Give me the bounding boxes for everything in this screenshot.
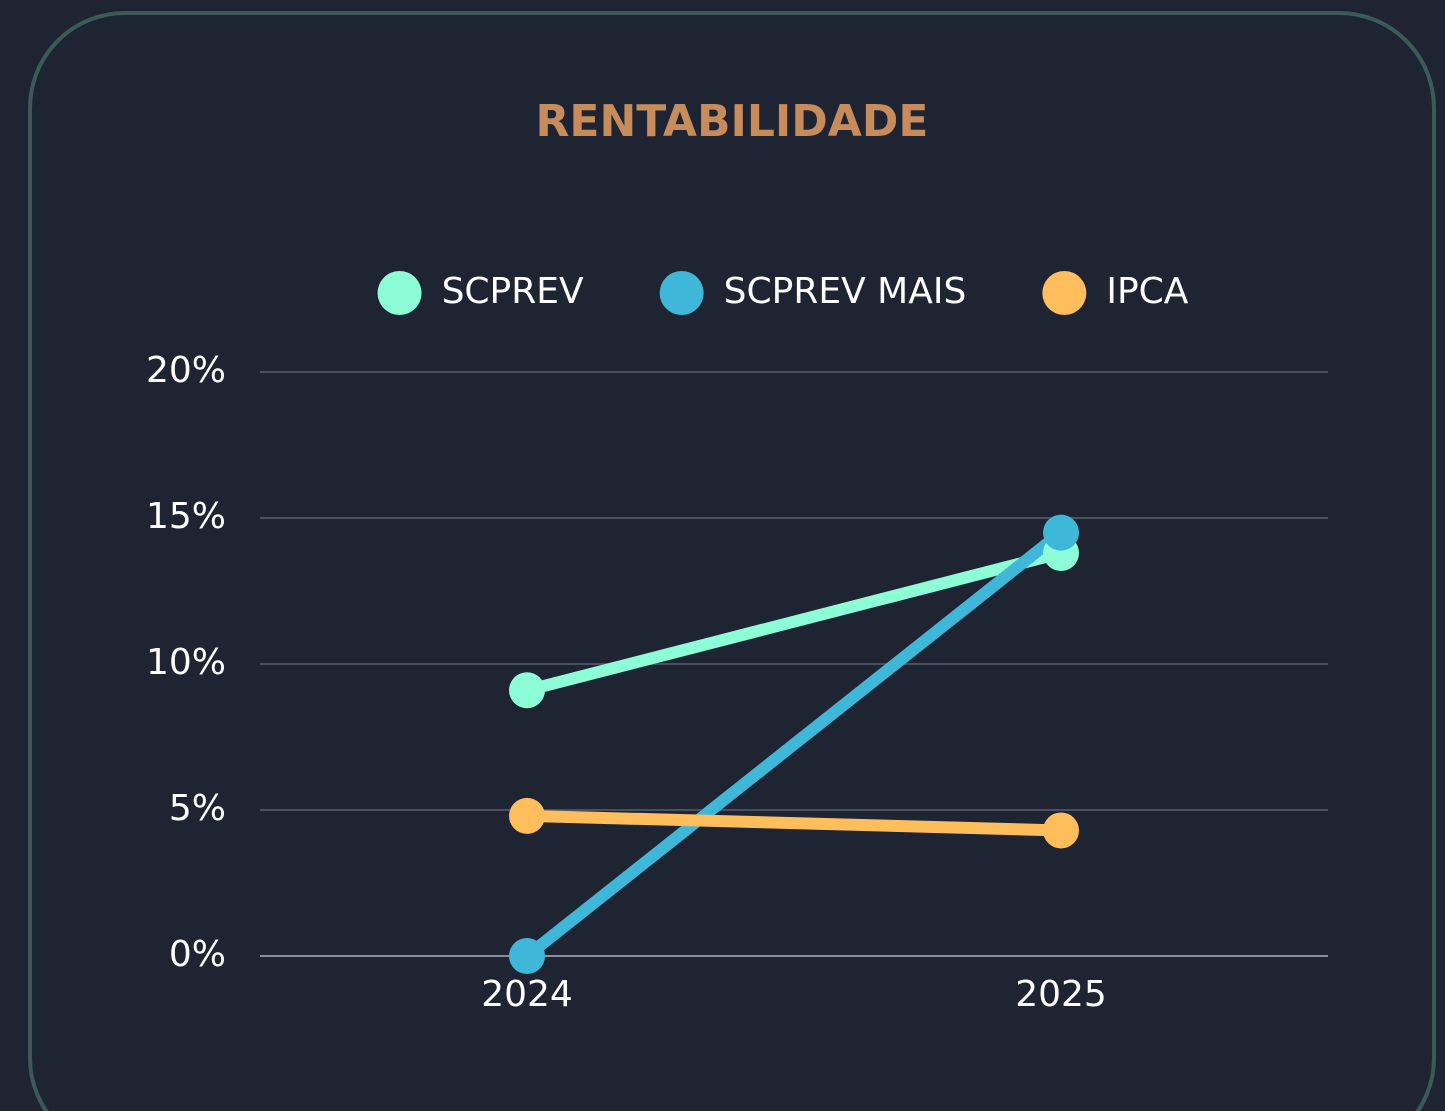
data-point (509, 797, 545, 834)
x-tick-label: 2025 (1015, 974, 1107, 1015)
legend-marker (1042, 271, 1087, 315)
chart-title: RENTABILIDADE (536, 96, 929, 147)
legend-marker (659, 271, 704, 315)
legend-label: SCPREV (442, 271, 584, 312)
legend-marker (377, 271, 422, 315)
series-line (521, 547, 1067, 697)
y-tick-label: 10% (146, 642, 226, 683)
data-point (1043, 812, 1079, 849)
x-tick-label: 2024 (481, 974, 573, 1015)
card (28, 11, 1436, 1111)
series-line (521, 809, 1067, 837)
y-tick-label: 0% (169, 934, 226, 975)
data-point (509, 672, 545, 709)
y-tick-label: 20% (146, 350, 226, 391)
y-tick-label: 5% (169, 788, 226, 829)
legend-label: IPCA (1106, 271, 1188, 312)
data-point (509, 938, 545, 974)
legend-label: SCPREV MAIS (724, 271, 967, 312)
data-point (1043, 514, 1079, 551)
y-tick-label: 15% (146, 496, 226, 537)
series-line (521, 526, 1067, 962)
